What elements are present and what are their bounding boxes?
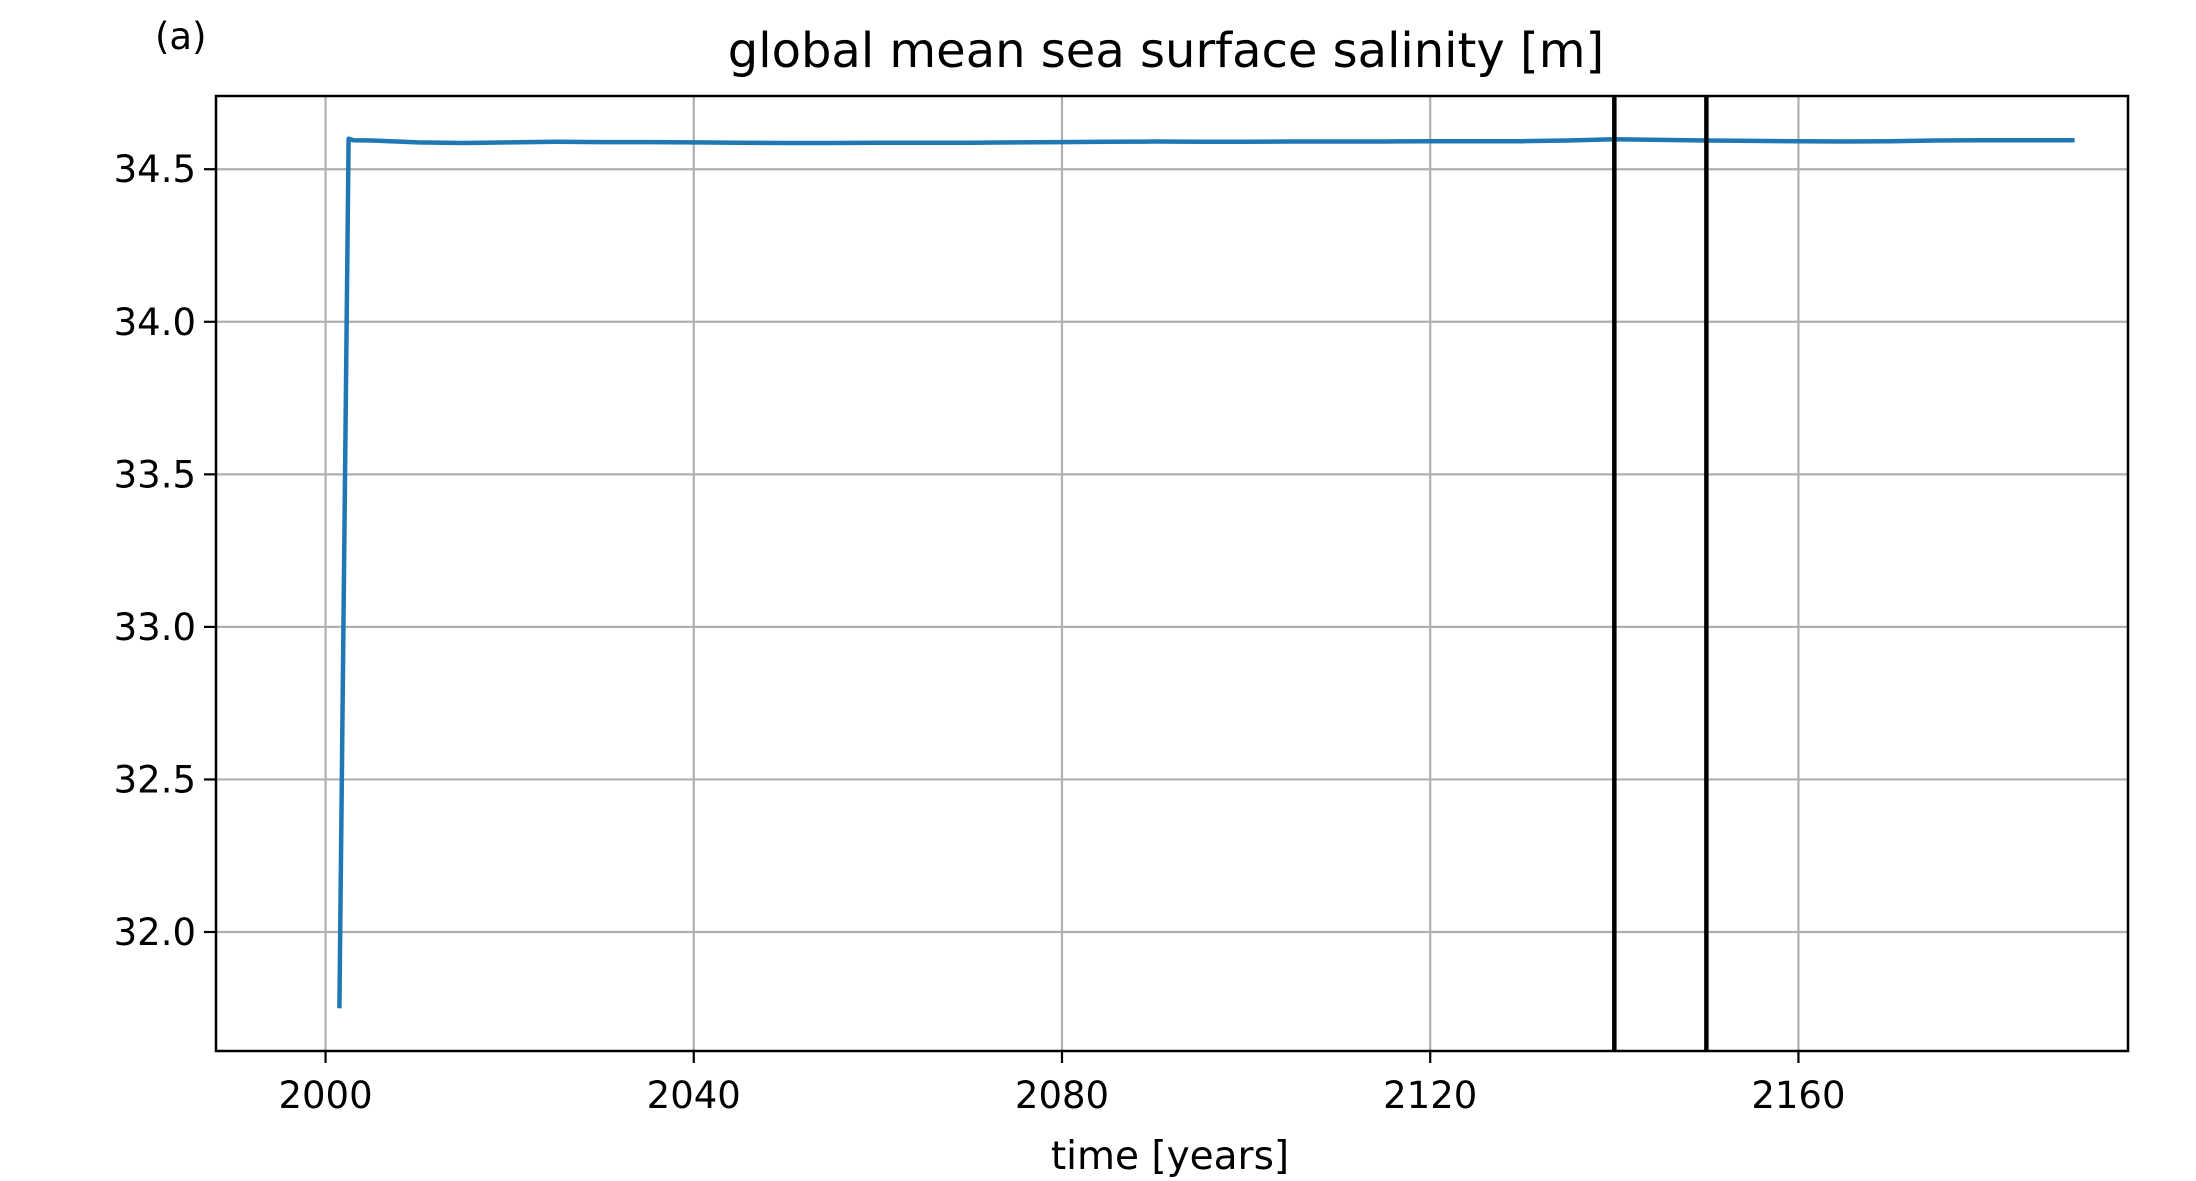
y-tick-label: 33.5 bbox=[114, 453, 196, 496]
x-tick-label: 2040 bbox=[647, 1074, 741, 1117]
vertical-markers bbox=[1612, 96, 1709, 1051]
plot-frame bbox=[214, 94, 2130, 1053]
chart-title: global mean sea surface salinity [m] bbox=[728, 23, 1604, 79]
series-line bbox=[337, 136, 2075, 1009]
y-tick-label: 34.0 bbox=[114, 301, 196, 344]
y-tick-label: 32.5 bbox=[114, 758, 196, 801]
series-layer bbox=[337, 136, 2075, 1009]
y-axis-ticks: 32.0 32.5 33.0 33.5 34.0 34.5 bbox=[114, 148, 216, 954]
y-tick-label: 32.0 bbox=[114, 911, 196, 954]
x-tick-label: 2160 bbox=[1751, 1074, 1845, 1117]
y-tick-label: 34.5 bbox=[114, 148, 196, 191]
grid bbox=[216, 96, 2128, 1051]
x-axis-label: time [years] bbox=[1051, 1134, 1289, 1179]
panel-label: (a) bbox=[155, 15, 207, 58]
y-tick-label: 33.0 bbox=[114, 606, 196, 649]
x-axis-ticks: 2000 2040 2080 2120 2160 bbox=[278, 1051, 1846, 1117]
x-tick-label: 2120 bbox=[1383, 1074, 1477, 1117]
x-tick-label: 2000 bbox=[278, 1074, 372, 1117]
x-tick-label: 2080 bbox=[1015, 1074, 1109, 1117]
